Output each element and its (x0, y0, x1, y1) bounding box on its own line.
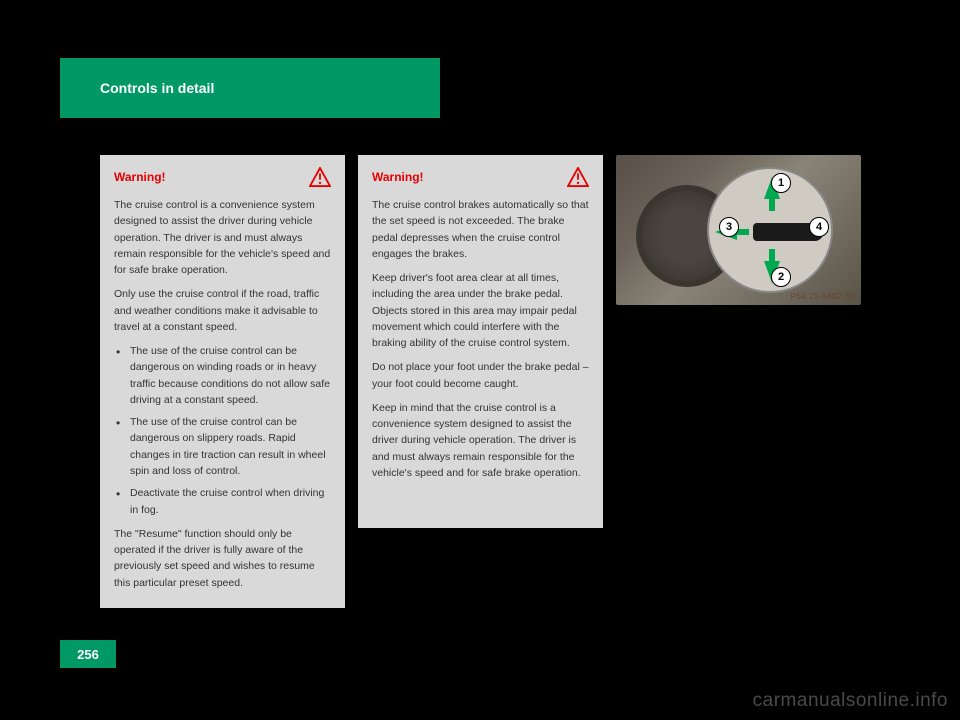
page-number: 256 (77, 647, 99, 662)
warning-para: Only use the cruise control if the road,… (114, 286, 331, 335)
warning-label: Warning! (114, 168, 166, 187)
callout-3: 3 (719, 217, 739, 237)
callout-4: 4 (809, 217, 829, 237)
warning-box-2: Warning! The cruise control brakes autom… (358, 155, 603, 528)
warning-header: Warning! (114, 167, 331, 187)
warning-triangle-icon (309, 167, 331, 187)
callout-2: 2 (771, 267, 791, 287)
warning-para: Do not place your foot under the brake p… (372, 359, 589, 392)
warning-para: The "Resume" function should only be ope… (114, 526, 331, 591)
lever-detail-circle: 1 2 3 4 (707, 167, 833, 293)
warning-box-1: Warning! The cruise control is a conveni… (100, 155, 345, 608)
warning-list-item: The use of the cruise control can be dan… (114, 343, 331, 408)
warning-para: The cruise control is a convenience syst… (114, 197, 331, 278)
warning-para: Keep in mind that the cruise control is … (372, 400, 589, 481)
cruise-control-lever-diagram: 1 2 3 4 P54.25-5882-31 (616, 155, 861, 305)
warning-list-item: The use of the cruise control can be dan… (114, 414, 331, 479)
section-header: Controls in detail (60, 58, 440, 118)
warning-para: The cruise control brakes automatically … (372, 197, 589, 262)
watermark-text: carmanualsonline.info (753, 690, 948, 712)
warning-label: Warning! (372, 168, 424, 187)
callout-1: 1 (771, 173, 791, 193)
warning-header: Warning! (372, 167, 589, 187)
warning-triangle-icon (567, 167, 589, 187)
warning-list-item: Deactivate the cruise control when drivi… (114, 485, 331, 518)
warning-para: Keep driver's foot area clear at all tim… (372, 270, 589, 351)
page-number-badge: 256 (60, 640, 116, 668)
section-title: Controls in detail (100, 80, 214, 96)
photo-reference-code: P54.25-5882-31 (791, 292, 855, 301)
warning-list: The use of the cruise control can be dan… (114, 343, 331, 518)
